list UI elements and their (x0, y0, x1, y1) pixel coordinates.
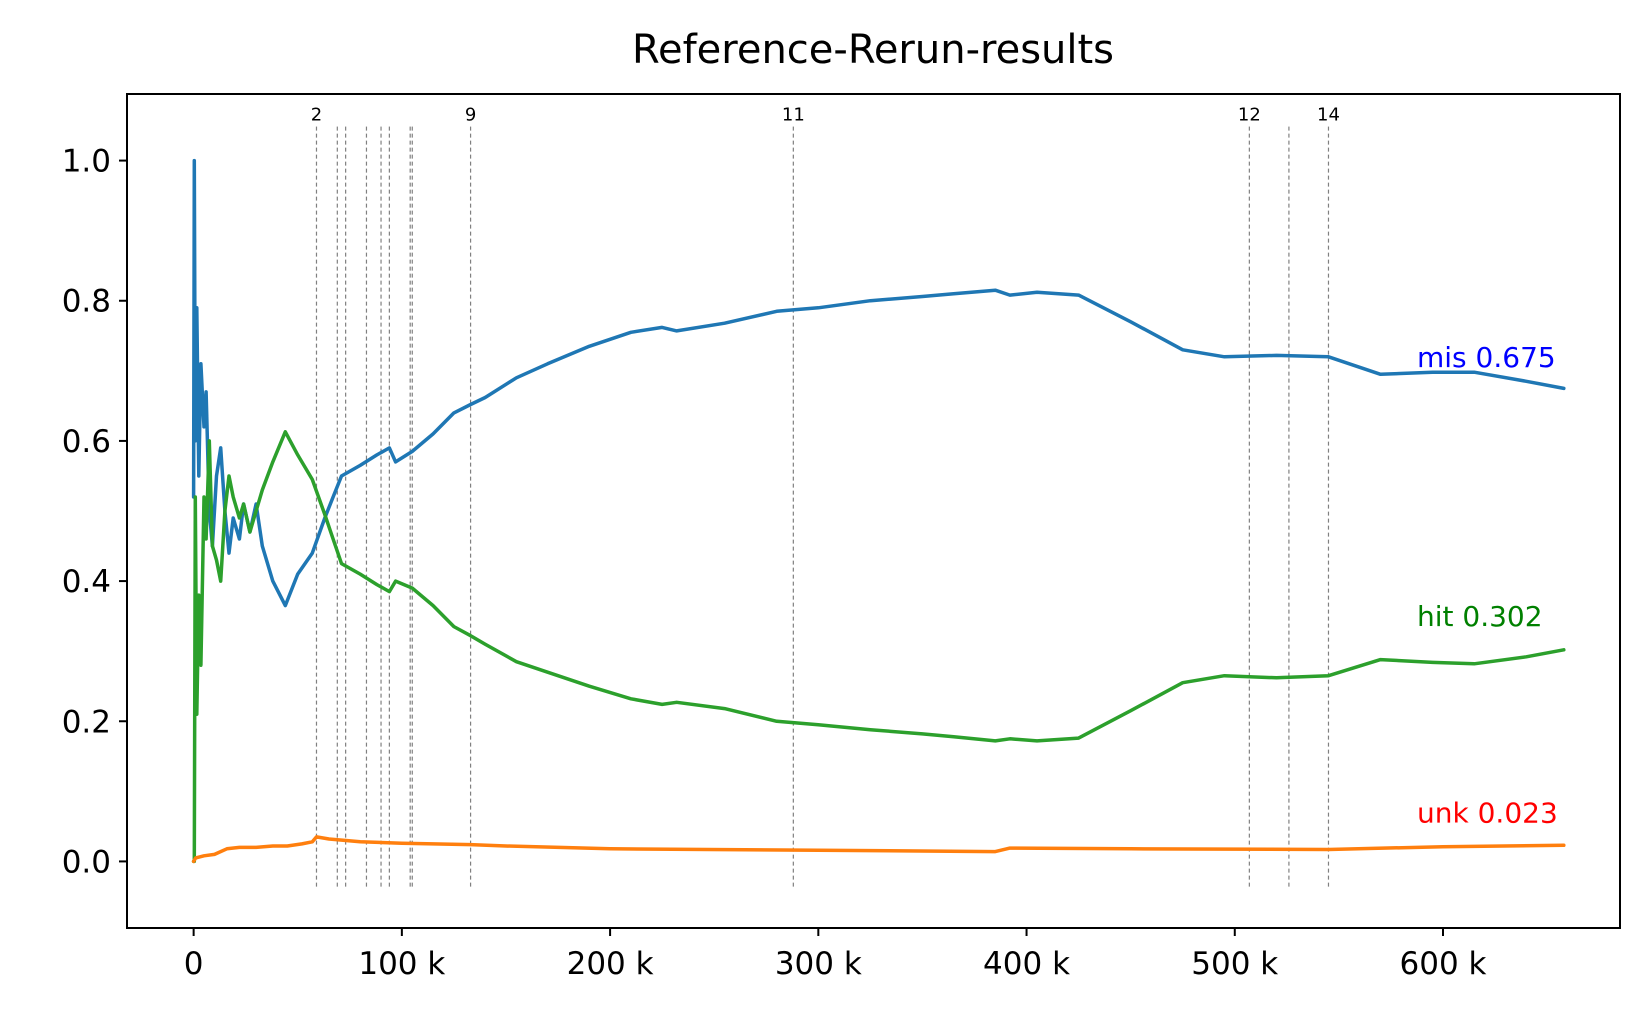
event-line-label: 14 (1317, 105, 1340, 126)
event-lines: 2 9 11 12 14 (311, 105, 1340, 890)
series-line-mis (191, 158, 1566, 608)
y-tick-label: 1.0 (62, 144, 111, 180)
y-tick-label: 0.2 (62, 704, 111, 740)
event-line-label: 2 (311, 105, 322, 126)
y-axis: 0.0 0.2 0.4 0.6 0.8 1.0 (62, 144, 127, 880)
y-tick-label: 0.6 (62, 424, 111, 460)
series-line-hit (191, 430, 1566, 864)
x-tick-label: 300 k (775, 946, 862, 982)
event-line-label: 9 (465, 105, 476, 126)
end-label-unk: unk 0.023 (1417, 796, 1558, 829)
y-tick-label: 0.4 (62, 564, 111, 600)
event-line-label: 11 (782, 105, 805, 126)
x-tick-label: 500 k (1191, 946, 1278, 982)
x-tick-label: 600 k (1400, 946, 1487, 982)
chart-title: Reference-Rerun-results (632, 27, 1114, 73)
x-tick-label: 0 (184, 946, 204, 982)
y-tick-label: 0.0 (62, 844, 111, 880)
event-line-label: 12 (1238, 105, 1261, 126)
x-axis: 0 100 k 200 k 300 k 400 k 500 k 600 k (184, 928, 1487, 982)
end-labels: mis 0.675 hit 0.302 unk 0.023 (1417, 341, 1558, 830)
x-tick-label: 200 k (567, 946, 654, 982)
plot-frame (126, 93, 1621, 929)
series-line-unk (191, 835, 1566, 864)
y-tick-label: 0.8 (62, 284, 111, 320)
end-label-mis: mis 0.675 (1417, 341, 1556, 374)
x-tick-label: 400 k (983, 946, 1070, 982)
x-tick-label: 100 k (358, 946, 445, 982)
end-label-hit: hit 0.302 (1417, 600, 1543, 633)
series-lines (191, 158, 1566, 864)
